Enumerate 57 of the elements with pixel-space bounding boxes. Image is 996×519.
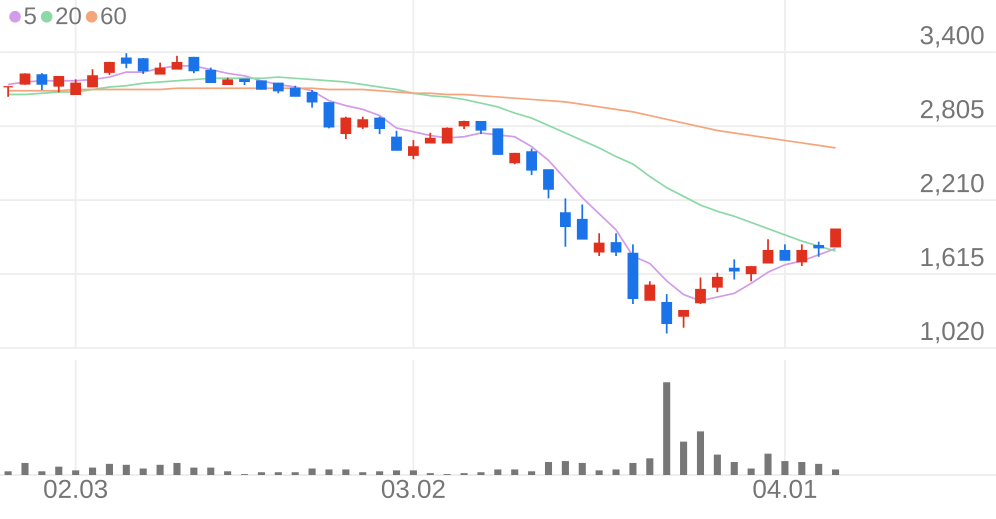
bar xyxy=(21,462,29,475)
bar xyxy=(663,382,670,475)
bar xyxy=(342,469,350,475)
bar xyxy=(274,472,282,475)
y-tick-label: 3,400 xyxy=(920,26,984,48)
bar xyxy=(544,462,552,475)
legend-label: 60 xyxy=(101,7,126,24)
bar xyxy=(72,470,80,475)
bar xyxy=(832,469,840,475)
bar xyxy=(596,470,603,475)
x-tick-label: 03.02 xyxy=(382,480,445,498)
bar xyxy=(629,462,636,475)
bar xyxy=(376,471,384,475)
legend-label: 5 xyxy=(24,7,36,24)
bar xyxy=(714,454,721,475)
legend-label: 20 xyxy=(56,7,81,24)
y-tick-label: 1,615 xyxy=(922,248,984,270)
bar xyxy=(798,462,806,475)
bar xyxy=(308,468,316,475)
y-tick-label: 2,210 xyxy=(920,174,984,196)
bar xyxy=(38,471,46,475)
bar xyxy=(292,472,299,475)
bar xyxy=(815,464,822,475)
bar xyxy=(562,461,569,475)
bar xyxy=(89,468,96,475)
bar xyxy=(173,462,181,475)
bar xyxy=(190,468,198,475)
bar xyxy=(392,470,400,475)
bar xyxy=(207,468,214,475)
x-tick-label: 02.03 xyxy=(44,480,108,498)
bar xyxy=(410,470,417,475)
bar xyxy=(680,442,688,475)
bar xyxy=(55,466,62,475)
bar xyxy=(325,469,333,475)
bar xyxy=(359,472,366,475)
bar xyxy=(578,462,586,475)
bar xyxy=(224,471,232,475)
bar xyxy=(748,468,755,475)
bar xyxy=(612,469,620,475)
bar xyxy=(696,431,704,475)
bar xyxy=(140,468,147,475)
bar xyxy=(646,458,654,475)
y-tick-label: 2,805 xyxy=(920,100,984,122)
y-tick-label: 1,020 xyxy=(922,322,984,344)
bar xyxy=(764,454,772,475)
x-tick-label: 04.01 xyxy=(753,480,816,498)
bar xyxy=(106,464,113,475)
bar xyxy=(528,471,536,475)
bar xyxy=(4,471,12,475)
bar xyxy=(258,472,265,475)
bar xyxy=(494,469,502,475)
bar xyxy=(477,472,484,475)
bar xyxy=(781,461,788,475)
bar xyxy=(122,464,130,475)
bar xyxy=(511,469,518,475)
bar xyxy=(730,462,738,475)
bar xyxy=(156,464,164,475)
